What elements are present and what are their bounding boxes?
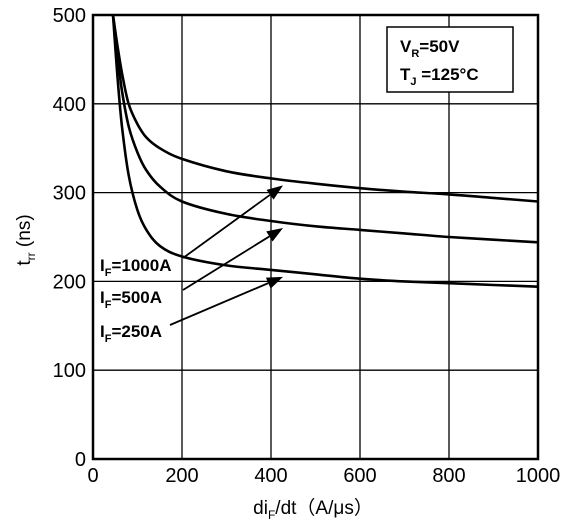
series-label-if-1000a: IF=1000A	[100, 256, 172, 279]
y-tick-labels: 0 100 200 300 400 500	[53, 5, 86, 471]
conditions-box: VR=50V TJ =125°C	[386, 26, 514, 93]
condition-tj: TJ =125°C	[400, 65, 479, 88]
y-axis-label: trr (ns)	[14, 214, 38, 265]
x-axis-label: diF/dt（A/μs）	[253, 497, 373, 522]
arrow-line-1	[182, 235, 270, 291]
series-line-1	[111, 14, 539, 244]
arrow-head-1	[266, 228, 283, 242]
arrow-head-2	[265, 276, 283, 289]
x-tick-label-200: 200	[165, 465, 198, 487]
x-tick-label-0: 0	[87, 465, 98, 487]
series-arrows	[169, 185, 283, 326]
series-line-0	[111, 14, 539, 203]
y-tick-label-200: 200	[53, 271, 86, 293]
y-tick-label-0: 0	[75, 449, 86, 471]
y-tick-label-100: 100	[53, 360, 86, 382]
series-line-2	[111, 14, 539, 288]
conditions-box-border	[386, 26, 514, 93]
x-tick-label-400: 400	[254, 465, 287, 487]
plot-frame	[91, 13, 540, 461]
y-tick-label-400: 400	[53, 94, 86, 116]
x-tick-label-1000: 1000	[516, 465, 561, 487]
x-tick-labels: 0 200 400 600 800 1000	[87, 465, 560, 487]
x-tick-label-600: 600	[343, 465, 376, 487]
condition-vr: VR=50V	[400, 37, 460, 60]
series-label-if-250a: IF=250A	[100, 322, 162, 345]
series-label-if-500a: IF=500A	[100, 288, 162, 311]
arrow-line-0	[182, 194, 271, 259]
y-tick-label-300: 300	[53, 183, 86, 205]
arrow-head-0	[266, 185, 283, 200]
arrow-line-2	[169, 282, 269, 326]
series-curves	[111, 14, 539, 288]
y-tick-label-500: 500	[53, 5, 86, 27]
x-tick-label-800: 800	[432, 465, 465, 487]
